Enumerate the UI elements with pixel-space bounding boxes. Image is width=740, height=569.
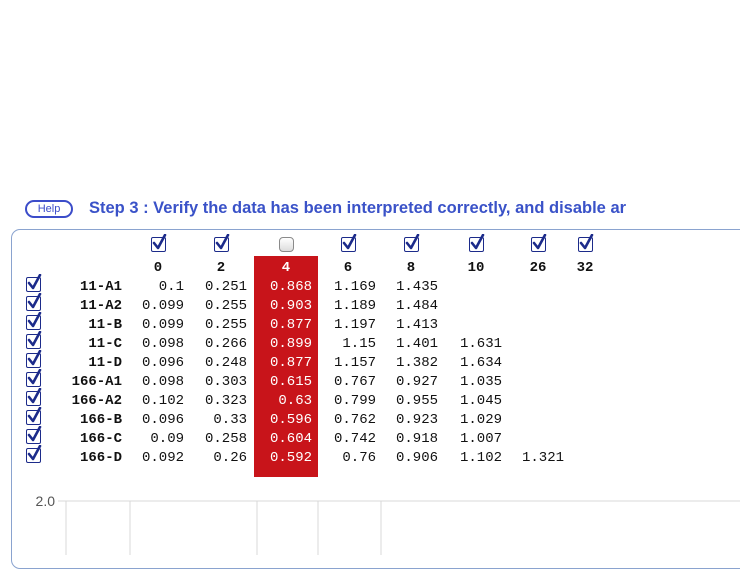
row-checkbox-166-D[interactable] [26, 445, 42, 463]
table-cell: 0.762 [333, 412, 376, 428]
table-cell: 0.799 [333, 393, 376, 409]
table-cell: 1.035 [459, 374, 502, 390]
table-cell: 0.099 [141, 298, 184, 314]
column-checkbox-8[interactable] [404, 234, 420, 252]
table-cell: 1.197 [333, 317, 376, 333]
table-cell: 0.903 [269, 298, 312, 314]
table-cell: 0.923 [395, 412, 438, 428]
row-checkbox-11-A1[interactable] [26, 274, 42, 292]
table-cell: 0.918 [395, 431, 438, 447]
table-cell: 0.76 [342, 450, 376, 466]
step-title: Step 3 : Verify the data has been interp… [89, 199, 627, 217]
table-cell: 1.029 [459, 412, 502, 428]
table-cell: 0.096 [141, 355, 184, 371]
table-cell: 1.413 [395, 317, 438, 333]
row-label-166-C: 166-C [79, 431, 122, 447]
row-label-166-A1: 166-A1 [71, 374, 122, 390]
table-cell: 0.251 [204, 279, 247, 295]
table-cell: 0.604 [269, 431, 312, 447]
column-checkbox-4[interactable] [279, 237, 294, 252]
disabled-column-highlight [254, 256, 318, 477]
row-label-11-A1: 11-A1 [79, 279, 122, 295]
table-cell: 0.255 [204, 317, 247, 333]
column-header-2: 2 [216, 260, 226, 276]
column-header-26: 26 [529, 260, 547, 276]
row-label-11-D: 11-D [88, 355, 122, 371]
table-cell: 0.899 [269, 336, 312, 352]
table-cell: 0.099 [141, 317, 184, 333]
row-checkbox-166-C[interactable] [26, 426, 42, 444]
help-button[interactable]: Help [25, 200, 73, 218]
table-cell: 1.15 [342, 336, 376, 352]
table-cell: 1.631 [459, 336, 502, 352]
column-checkbox-0[interactable] [151, 234, 167, 252]
table-cell: 1.321 [521, 450, 564, 466]
table-cell: 1.382 [395, 355, 438, 371]
table-cell: 1.169 [333, 279, 376, 295]
table-cell: 1.401 [395, 336, 438, 352]
column-header-32: 32 [576, 260, 594, 276]
table-cell: 0.255 [204, 298, 247, 314]
row-checkbox-166-A2[interactable] [26, 388, 42, 406]
table-cell: 0.955 [395, 393, 438, 409]
table-cell: 1.189 [333, 298, 376, 314]
row-label-166-B: 166-B [79, 412, 122, 428]
table-cell: 1.045 [459, 393, 502, 409]
column-checkbox-26[interactable] [531, 234, 547, 252]
table-cell: 0.33 [213, 412, 247, 428]
row-checkbox-166-B[interactable] [26, 407, 42, 425]
table-cell: 0.248 [204, 355, 247, 371]
table-cell: 0.877 [269, 355, 312, 371]
table-cell: 0.26 [213, 450, 247, 466]
row-label-166-A2: 166-A2 [71, 393, 122, 409]
table-cell: 1.484 [395, 298, 438, 314]
row-label-166-D: 166-D [79, 450, 122, 466]
table-cell: 1.007 [459, 431, 502, 447]
table-cell: 0.615 [269, 374, 312, 390]
table-cell: 0.742 [333, 431, 376, 447]
table-cell: 0.09 [150, 431, 184, 447]
row-checkbox-11-B[interactable] [26, 312, 42, 330]
table-cell: 0.877 [269, 317, 312, 333]
table-cell: 1.435 [395, 279, 438, 295]
column-checkbox-32[interactable] [578, 234, 594, 252]
table-cell: 0.767 [333, 374, 376, 390]
row-checkbox-11-C[interactable] [26, 331, 42, 349]
row-checkbox-166-A1[interactable] [26, 369, 42, 387]
column-header-6: 6 [343, 260, 353, 276]
table-cell: 0.092 [141, 450, 184, 466]
table-cell: 0.592 [269, 450, 312, 466]
column-checkbox-2[interactable] [214, 234, 230, 252]
table-cell: 0.323 [204, 393, 247, 409]
row-checkbox-11-D[interactable] [26, 350, 42, 368]
table-cell: 1.634 [459, 355, 502, 371]
column-header-8: 8 [406, 260, 416, 276]
preview-chart: 2.0 [36, 493, 740, 555]
row-label-11-A2: 11-A2 [79, 298, 122, 314]
column-checkbox-6[interactable] [341, 234, 357, 252]
row-label-11-C: 11-C [88, 336, 122, 352]
table-cell: 0.63 [278, 393, 312, 409]
table-cell: 1.157 [333, 355, 376, 371]
table-cell: 0.098 [141, 374, 184, 390]
table-cell: 0.266 [204, 336, 247, 352]
column-header-0: 0 [153, 260, 163, 276]
table-cell: 0.927 [395, 374, 438, 390]
table-cell: 0.102 [141, 393, 184, 409]
table-cell: 0.1 [158, 279, 184, 295]
table-cell: 1.102 [459, 450, 502, 466]
column-checkbox-10[interactable] [469, 234, 485, 252]
table-cell: 0.303 [204, 374, 247, 390]
y-tick-label: 2.0 [36, 493, 56, 509]
table-cell: 0.098 [141, 336, 184, 352]
row-checkbox-11-A2[interactable] [26, 293, 42, 311]
column-header-10: 10 [467, 260, 485, 276]
table-cell: 0.258 [204, 431, 247, 447]
table-cell: 0.868 [269, 279, 312, 295]
column-header-4: 4 [281, 260, 291, 276]
table-cell: 0.596 [269, 412, 312, 428]
table-cell: 0.096 [141, 412, 184, 428]
table-cell: 0.906 [395, 450, 438, 466]
row-label-11-B: 11-B [88, 317, 122, 333]
